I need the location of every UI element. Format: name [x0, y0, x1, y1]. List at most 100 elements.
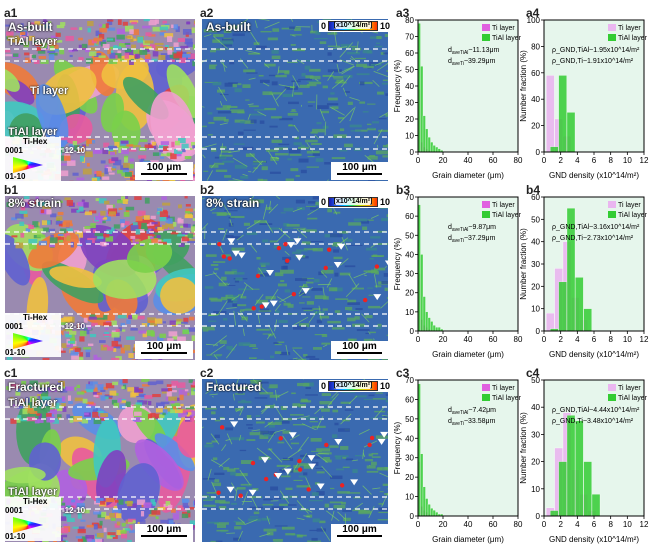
y-tick-label: 20 — [531, 122, 540, 131]
bar — [435, 146, 439, 153]
ipf-key-1210: -12-10 — [62, 146, 86, 155]
plot-area — [418, 20, 518, 152]
strain-marker — [367, 442, 372, 448]
row-title-8pct-strain: 8% strain — [8, 196, 62, 210]
y-tick-label: 0 — [536, 148, 541, 157]
panel-label-c1: c1 — [4, 366, 18, 380]
y-axis-label: Frequency (%) — [393, 59, 402, 112]
colorbar-min: 0 — [321, 381, 327, 391]
y-tick-label: 10 — [405, 308, 414, 317]
panel-label-a1: a1 — [4, 6, 18, 20]
x-tick-label: 2 — [558, 156, 563, 165]
x-tick-label: 6 — [592, 156, 597, 165]
legend-label: TiAl layer — [618, 212, 648, 219]
y-tick-label: 10 — [405, 493, 414, 502]
panel-label-b2: b2 — [200, 183, 215, 197]
row-title-as-built: As-built — [206, 20, 251, 34]
scale-bar-label: 100 μm — [342, 341, 377, 352]
annotation: ρ_GND,Ti~1.91x10^14/m² — [552, 58, 634, 65]
colorbar-unit: [x10^14/m²] — [333, 382, 373, 389]
arrow-marker — [248, 489, 257, 496]
plot-frame — [543, 196, 645, 332]
y-tick-label: 80 — [531, 42, 540, 51]
ipf-triangle — [13, 333, 43, 349]
arrow-marker — [308, 463, 317, 470]
legend-label: Ti layer — [492, 25, 515, 32]
gnd-map-as-built — [202, 19, 388, 181]
y-tick-label: 20 — [531, 282, 540, 291]
x-tick-label: 60 — [489, 335, 498, 344]
plot-area — [418, 380, 518, 516]
panel-label-a3: a3 — [396, 6, 410, 20]
y-tick-label: 50 — [405, 231, 414, 240]
ipf-key-0110: 01-10 — [5, 532, 26, 541]
strain-marker — [276, 245, 282, 251]
annotation: daveTiAl~7.42μm — [448, 407, 496, 416]
bar — [422, 115, 426, 153]
plot-area — [418, 197, 518, 331]
scale-bar: 100 μm — [331, 524, 388, 542]
legend-swatch — [608, 394, 616, 401]
bar — [546, 75, 555, 153]
annotation: ρ_GND,TiAl~4.44x10^14/m² — [552, 407, 640, 414]
x-tick-label: 20 — [439, 156, 448, 165]
y-tick-label: 40 — [531, 95, 540, 104]
scale-bar: 100 μm — [331, 341, 388, 359]
x-tick-label: 12 — [640, 335, 649, 344]
x-axis-label: GND density (x10^14/m²) — [549, 350, 639, 359]
ipf-key-0110: 01-10 — [5, 348, 26, 357]
legend-label: TiAl layer — [492, 395, 522, 402]
arrow-marker — [316, 483, 325, 490]
legend-swatch — [482, 201, 490, 208]
x-tick-label: 10 — [623, 520, 632, 529]
strain-marker — [297, 467, 303, 472]
strain-marker — [323, 265, 328, 271]
annotation: daveTi~37.29μm — [448, 235, 496, 244]
strain-marker — [238, 493, 243, 498]
bar — [550, 510, 559, 517]
chart-a4-gnd-density: 0 20 40 60 80 100 0 2 4 6 8 10 12 Ti layer TiAl layer ρ… — [519, 16, 649, 180]
strain-marker — [291, 291, 297, 297]
bar — [558, 461, 567, 517]
panel-label-c4: c4 — [526, 366, 540, 380]
ipf-map-fractured — [5, 379, 195, 542]
y-axis-label: Frequency (%) — [393, 237, 402, 290]
colorbar-max: 10 — [380, 21, 391, 31]
y-tick-label: 30 — [405, 270, 414, 279]
x-tick-label: 0 — [542, 520, 547, 529]
x-tick-label: 80 — [514, 156, 523, 165]
y-axis-label: Number fraction (%) — [519, 228, 528, 300]
legend-label: TiAl layer — [492, 35, 522, 42]
scale-bar-label: 100 μm — [146, 162, 182, 173]
plot-frame — [543, 379, 645, 517]
strain-marker — [306, 487, 311, 492]
tial-layer-label: TiAl layer — [8, 397, 58, 409]
ipf-key-0001: 0001 — [5, 146, 23, 155]
bar — [430, 321, 434, 332]
y-tick-label: 0 — [410, 327, 415, 336]
legend-swatch — [608, 201, 616, 208]
y-tick-label: 80 — [405, 16, 414, 25]
arrow-marker — [283, 468, 292, 475]
strain-marker — [217, 242, 222, 247]
x-tick-label: 4 — [575, 156, 580, 165]
x-tick-label: 80 — [514, 335, 523, 344]
ipf-key-0001: 0001 — [5, 506, 23, 515]
y-tick-label: 60 — [405, 395, 414, 404]
arrow-marker — [265, 270, 274, 277]
annotation: daveTi~39.29μm — [448, 58, 496, 67]
ipf-key-title: Ti-Hex — [23, 313, 48, 322]
y-tick-label: 30 — [531, 430, 540, 439]
x-tick-label: 8 — [608, 520, 613, 529]
legend-swatch — [482, 34, 490, 41]
legend-label: Ti layer — [492, 202, 515, 209]
strain-marker — [278, 436, 283, 441]
colorbar-gradient: [x10^14/m²] — [328, 21, 379, 31]
x-tick-label: 6 — [592, 335, 597, 344]
y-tick-label: 20 — [405, 473, 414, 482]
bar — [427, 317, 431, 332]
scale-bar-label: 100 μm — [146, 524, 182, 535]
chart-c4-gnd-density: 0 10 20 30 40 50 0 2 4 6 8 10 12 Ti layer TiAl layer ρ_… — [519, 376, 649, 544]
x-tick-label: 60 — [489, 520, 498, 529]
strain-marker — [219, 425, 225, 430]
